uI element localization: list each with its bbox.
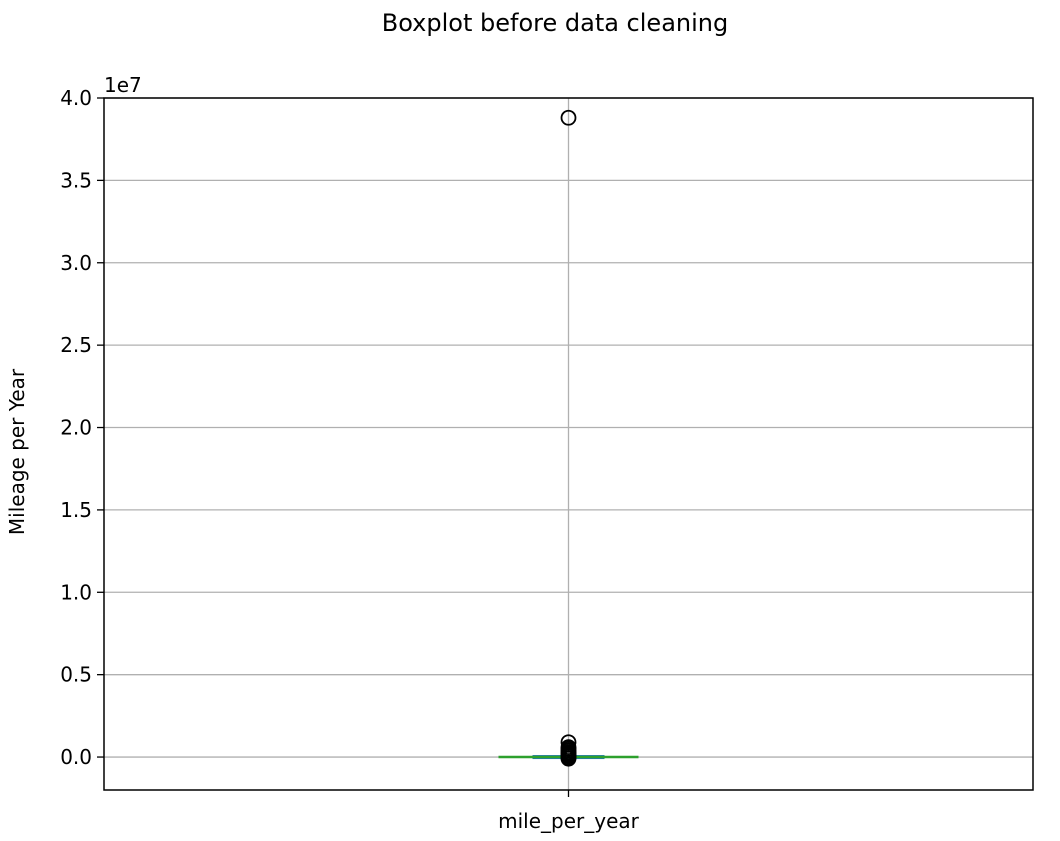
y-axis-ticks: 0.0 0.5 1.0 1.5 2.0 2.5 3.0 3.5 4.0 (60, 86, 104, 769)
y-tick-label: 4.0 (60, 86, 92, 110)
y-tick-label: 3.0 (60, 251, 92, 275)
plot-frame (103, 97, 1034, 791)
x-tick-label: mile_per_year (498, 809, 640, 833)
x-axis-ticks: mile_per_year (498, 790, 640, 833)
y-tick-label: 2.0 (60, 416, 92, 440)
y-scale-label: 1e7 (104, 73, 142, 97)
box-series (498, 109, 639, 767)
y-tick-label: 1.0 (60, 580, 92, 604)
y-tick-label: 1.5 (60, 498, 92, 522)
chart-title: Boxplot before data cleaning (382, 9, 728, 37)
y-tick-label: 2.5 (60, 333, 92, 357)
outlier-point (560, 109, 577, 126)
y-axis-label: Mileage per Year (5, 368, 29, 535)
grid-lines (104, 97, 1033, 790)
y-tick-label: 3.5 (60, 168, 92, 192)
outlier-point (560, 750, 577, 767)
y-tick-label: 0.5 (60, 663, 92, 687)
y-tick-label: 0.0 (60, 745, 92, 769)
